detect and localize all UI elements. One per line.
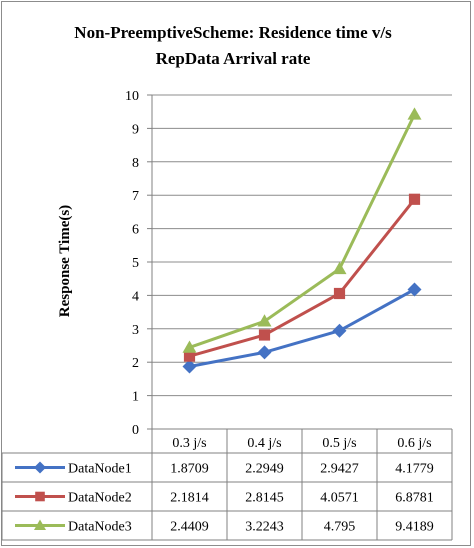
x-category-label: 0.5 j/s xyxy=(322,436,356,451)
x-category-label: 0.6 j/s xyxy=(397,436,431,451)
y-tick-label: 5 xyxy=(132,256,139,271)
x-category-label: 0.3 j/s xyxy=(172,436,206,451)
table-data-value: 4.795 xyxy=(324,520,356,535)
table-data-value: 4.1779 xyxy=(395,462,434,477)
table-data-value: 2.2949 xyxy=(245,462,284,477)
table-data-value: 6.8781 xyxy=(395,491,434,506)
gridlines xyxy=(152,94,452,397)
y-tick-label: 7 xyxy=(132,189,139,204)
y-tick-label: 8 xyxy=(132,156,139,171)
legend-key-marker xyxy=(34,461,46,474)
legend-series-name: DataNode2 xyxy=(68,491,132,506)
data-point-datanode3 xyxy=(332,261,347,275)
data-point-datanode1 xyxy=(332,323,347,338)
y-tick-label: 6 xyxy=(132,223,139,238)
table-data-value: 2.8145 xyxy=(245,491,284,506)
y-tick-label: 1 xyxy=(132,390,139,405)
legend-series-name: DataNode1 xyxy=(68,462,132,477)
series-line-datanode2 xyxy=(189,198,416,358)
y-tick-label: 10 xyxy=(125,89,139,104)
data-table: 0.3 j/s 0.4 j/s 0.5 j/s 0.6 j/s DataNode1 1.8… xyxy=(1,428,453,541)
axes: 0 1 2 3 4 5 6 7 8 9 10 xyxy=(125,89,153,438)
data-point-datanode1 xyxy=(257,345,272,360)
table-data-value: 2.9427 xyxy=(320,462,359,477)
series-line-datanode1 xyxy=(189,288,416,368)
data-point-datanode2 xyxy=(183,350,196,362)
table-data-value: 9.4189 xyxy=(395,520,434,535)
series-line-datanode3 xyxy=(189,113,416,349)
y-tick-label: 9 xyxy=(132,122,139,137)
y-tick-label: 0 xyxy=(132,423,139,438)
table-data-value: 3.2243 xyxy=(245,520,284,535)
data-point-datanode1 xyxy=(407,282,422,297)
data-point-datanode3 xyxy=(182,340,197,353)
data-point-datanode1 xyxy=(182,359,197,374)
data-point-datanode3 xyxy=(407,107,422,120)
legend-key-marker xyxy=(35,491,45,502)
table-data-value: 2.4409 xyxy=(170,520,209,535)
data-point-datanode3 xyxy=(257,314,272,327)
y-axis-label: Response Time(s) xyxy=(57,205,73,317)
y-tick-label: 4 xyxy=(132,289,139,304)
y-tick-label: 2 xyxy=(132,356,139,371)
chart-title-line-1: Non-PreemptiveScheme: Residence time v/s xyxy=(74,23,392,42)
table-data-value: 2.1814 xyxy=(170,491,209,506)
data-point-datanode2 xyxy=(333,287,346,300)
series-lines xyxy=(182,107,422,374)
y-tick-label: 3 xyxy=(132,323,139,338)
x-category-label: 0.4 j/s xyxy=(247,436,281,451)
chart-title-line-2: RepData Arrival rate xyxy=(156,49,311,68)
legend-series-name: DataNode3 xyxy=(68,520,132,535)
legend-key-marker xyxy=(34,519,46,530)
table-data-value: 4.0571 xyxy=(320,491,359,506)
table-data-value: 1.8709 xyxy=(170,462,209,477)
data-point-datanode2 xyxy=(258,329,271,341)
data-point-datanode2 xyxy=(408,193,421,205)
